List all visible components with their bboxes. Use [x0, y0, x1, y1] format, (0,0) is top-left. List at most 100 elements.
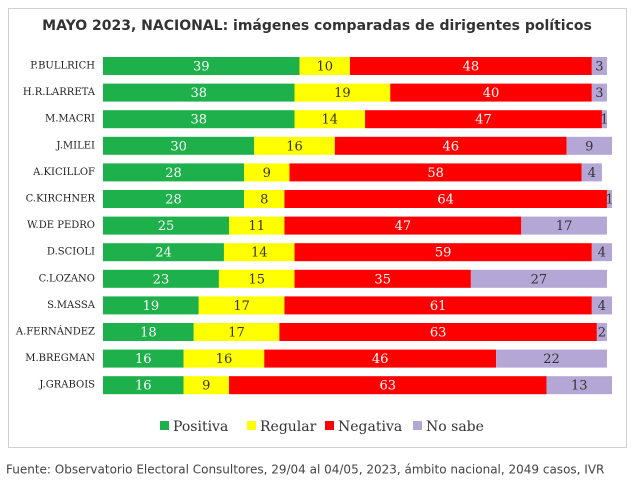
bar-segment [264, 349, 497, 368]
bar-segment [496, 349, 607, 368]
bar-segment [103, 110, 295, 129]
value-label: 2 [598, 326, 606, 341]
value-label: 9 [263, 166, 271, 181]
bar-segment [581, 163, 602, 182]
value-label: 4 [588, 166, 596, 181]
bar-segment [228, 216, 285, 235]
y-tick-label: H.R.LARRETA [23, 87, 96, 98]
value-label: 28 [165, 193, 182, 208]
bar-segment [470, 269, 607, 288]
bar-segment [103, 243, 224, 262]
value-label: 63 [379, 379, 396, 394]
bar-segment [223, 243, 295, 262]
bar-segment [284, 216, 522, 235]
legend-label: No sabe [426, 419, 484, 435]
value-label: 47 [395, 219, 412, 234]
y-tick-label: S.MASSA [47, 300, 96, 311]
bar-segment [193, 323, 280, 341]
value-label: 38 [190, 86, 207, 101]
value-label: 19 [143, 299, 160, 314]
value-label: 38 [190, 113, 207, 128]
bar-segment [365, 110, 602, 129]
bar-segment [103, 296, 199, 315]
value-label: 13 [571, 379, 588, 394]
y-tick-label: A.FERNÁNDEZ [15, 326, 95, 338]
source-note: Fuente: Observatorio Electoral Consultor… [6, 463, 604, 477]
bar-segment [183, 349, 265, 368]
value-label: 16 [286, 139, 303, 154]
bar-segment [103, 216, 229, 235]
value-label: 11 [248, 219, 265, 234]
bar-segment [103, 57, 300, 75]
value-label: 47 [475, 113, 492, 128]
legend-swatch [247, 421, 256, 430]
y-tick-label: W.DE PEDRO [27, 220, 95, 231]
bar-segment [103, 269, 219, 288]
value-label: 9 [202, 379, 210, 394]
value-label: 40 [483, 86, 500, 101]
bar-segment [294, 269, 471, 288]
value-label: 15 [248, 272, 265, 287]
value-label: 23 [153, 272, 170, 287]
value-label: 24 [155, 246, 172, 261]
y-tick-label: J.GRABOIS [38, 380, 95, 391]
bar-segment [294, 83, 391, 102]
value-label: 17 [228, 326, 245, 341]
value-label: 4 [598, 299, 606, 314]
value-label: 9 [585, 139, 593, 154]
bar-segment [218, 269, 295, 288]
legend-swatch [160, 421, 169, 430]
bar-segment [279, 323, 597, 341]
bar-segment [596, 323, 607, 341]
legend-label: Positiva [173, 419, 228, 435]
legend-label: Regular [260, 419, 317, 435]
bar-segment [244, 163, 290, 182]
bar-segment [254, 136, 335, 155]
bar-segment [284, 190, 607, 208]
legend-label: Negativa [338, 419, 402, 435]
bar-segment [289, 163, 582, 182]
bar-segment [591, 83, 607, 102]
value-label: 16 [135, 379, 152, 394]
y-tick-label: C.KIRCHNER [26, 194, 96, 205]
value-label: 14 [322, 113, 339, 128]
value-label: 39 [193, 60, 210, 75]
bar-segment [591, 243, 612, 262]
bar-segment [294, 243, 592, 262]
bar-segment [103, 190, 245, 208]
value-label: 46 [372, 352, 389, 367]
y-tick-label: D.SCIOLI [47, 247, 95, 258]
value-label: 58 [427, 166, 444, 181]
bar-segment [566, 136, 612, 155]
bar-segment [103, 376, 184, 395]
bar-segment [349, 57, 592, 75]
bar-segment [284, 296, 592, 315]
value-label: 63 [430, 326, 447, 341]
bar-segment [103, 323, 194, 341]
bar-segment [294, 110, 366, 129]
value-label: 17 [556, 219, 573, 234]
bar-segment [521, 216, 607, 235]
value-label: 19 [334, 86, 351, 101]
value-label: 27 [531, 272, 548, 287]
bar-segment [546, 376, 612, 395]
bar-segment [591, 57, 607, 75]
value-label: 3 [595, 86, 603, 101]
value-label: 16 [135, 352, 152, 367]
y-tick-label: M.BREGMAN [25, 353, 95, 364]
value-label: 8 [260, 193, 268, 208]
value-label: 30 [170, 139, 187, 154]
value-label: 59 [435, 246, 452, 261]
legend-swatch [413, 421, 422, 430]
value-label: 35 [374, 272, 391, 287]
bar-segment [591, 296, 612, 315]
value-label: 16 [216, 352, 233, 367]
value-label: 3 [595, 60, 603, 75]
value-label: 64 [437, 193, 454, 208]
bar-segment [103, 83, 295, 102]
value-label: 46 [442, 139, 459, 154]
bar-segment [244, 190, 285, 208]
bar-segment [390, 83, 592, 102]
y-tick-label: A.KICILLOF [32, 167, 95, 178]
value-label: 1 [600, 113, 608, 128]
